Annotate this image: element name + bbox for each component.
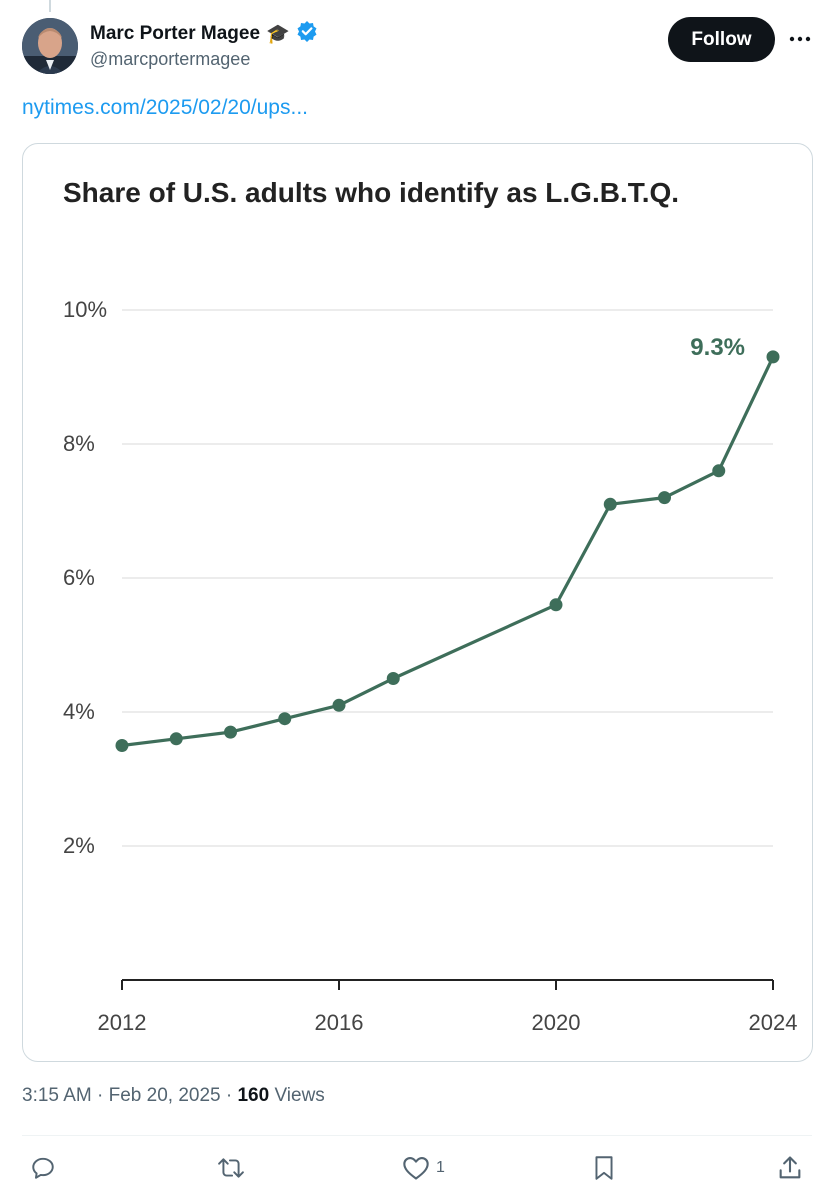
share-button[interactable] bbox=[776, 1152, 804, 1184]
x-tick-label: 2016 bbox=[315, 1010, 364, 1035]
like-count: 1 bbox=[436, 1159, 445, 1176]
tweet-meta: 3:15 AM · Feb 20, 2025 · 160 Views bbox=[22, 1085, 325, 1107]
y-tick-label: 2% bbox=[63, 833, 95, 858]
graduation-cap-icon: 🎓 bbox=[266, 23, 290, 45]
value-annotation: 9.3% bbox=[690, 334, 745, 361]
data-point bbox=[332, 698, 346, 712]
views-label: Views bbox=[274, 1085, 325, 1106]
follow-button[interactable]: Follow bbox=[668, 17, 775, 62]
data-point bbox=[169, 732, 183, 746]
avatar[interactable] bbox=[22, 18, 78, 74]
meta-separator: · bbox=[97, 1085, 109, 1106]
series-line bbox=[121, 356, 775, 748]
data-point bbox=[549, 598, 563, 612]
chart-card[interactable]: Share of U.S. adults who identify as L.G… bbox=[22, 143, 813, 1062]
heart-icon bbox=[403, 1157, 429, 1180]
data-point bbox=[278, 712, 292, 726]
x-tick-label: 2020 bbox=[532, 1010, 581, 1035]
data-point bbox=[115, 739, 129, 752]
data-point bbox=[224, 725, 237, 739]
meta-separator: · bbox=[225, 1085, 238, 1106]
data-point bbox=[712, 464, 726, 478]
avatar-image bbox=[22, 18, 78, 74]
data-point bbox=[766, 350, 780, 364]
like-button[interactable]: 1 bbox=[402, 1152, 445, 1184]
divider bbox=[22, 1135, 812, 1136]
tweet-time[interactable]: 3:15 AM bbox=[22, 1085, 92, 1106]
y-tick-label: 6% bbox=[63, 565, 95, 590]
y-tick-label: 8% bbox=[63, 431, 95, 456]
retweet-button[interactable] bbox=[216, 1152, 246, 1184]
thread-connector bbox=[49, 0, 51, 12]
line-chart: Share of U.S. adults who identify as L.G… bbox=[63, 177, 798, 1035]
retweet-icon bbox=[218, 1158, 244, 1178]
x-tick-label: 2012 bbox=[98, 1010, 147, 1035]
y-tick-label: 4% bbox=[63, 699, 95, 724]
tweet-date[interactable]: Feb 20, 2025 bbox=[108, 1085, 221, 1106]
x-tick-label: 2024 bbox=[749, 1010, 798, 1035]
article-link[interactable]: nytimes.com/2025/02/20/ups... bbox=[22, 96, 308, 119]
y-tick-label: 10% bbox=[63, 297, 107, 322]
reply-button[interactable] bbox=[30, 1152, 56, 1184]
reply-icon bbox=[32, 1157, 54, 1179]
data-point bbox=[386, 672, 400, 685]
bookmark-button[interactable] bbox=[591, 1152, 617, 1184]
author-handle[interactable]: @marcportermagee bbox=[90, 49, 251, 69]
views-count: 160 bbox=[237, 1085, 270, 1106]
share-icon bbox=[779, 1156, 801, 1179]
data-point bbox=[603, 497, 617, 511]
chart-title: Share of U.S. adults who identify as L.G… bbox=[63, 177, 679, 208]
verified-badge-icon bbox=[296, 20, 318, 47]
data-point bbox=[658, 491, 671, 505]
author-name[interactable]: Marc Porter Magee bbox=[90, 22, 261, 44]
bookmark-icon bbox=[595, 1156, 613, 1180]
more-options-icon[interactable] bbox=[787, 28, 813, 50]
